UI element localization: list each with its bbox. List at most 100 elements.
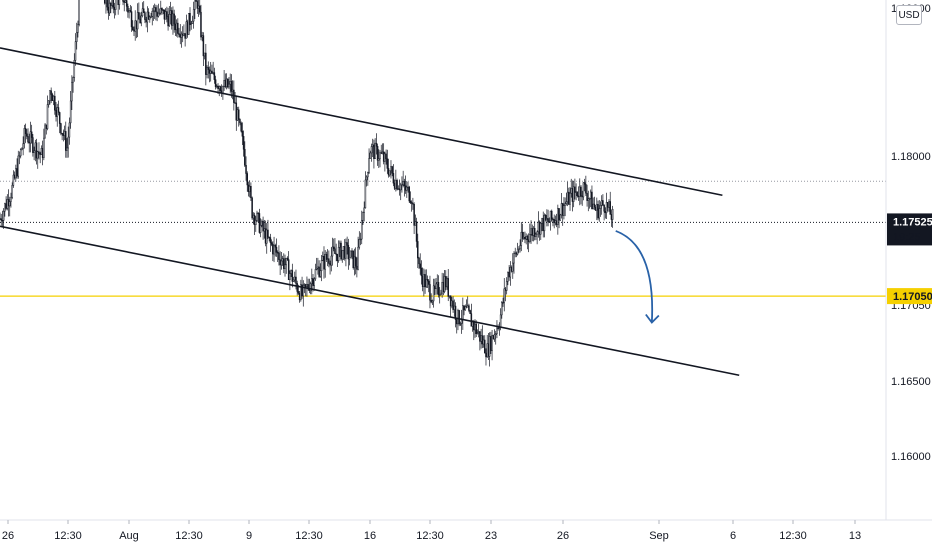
candle xyxy=(142,1,145,13)
candle xyxy=(122,0,124,6)
candle-body xyxy=(328,258,330,264)
candle-body xyxy=(219,86,222,91)
candle xyxy=(581,190,583,206)
currency-badge[interactable]: USD xyxy=(896,5,922,25)
candle xyxy=(276,250,279,263)
candle xyxy=(52,95,55,106)
candle-body xyxy=(213,72,216,80)
candle xyxy=(451,296,453,309)
candle xyxy=(426,275,429,288)
candle xyxy=(8,196,11,217)
candle-body xyxy=(576,191,579,197)
candle-body xyxy=(319,270,322,277)
candle xyxy=(350,250,352,258)
candle xyxy=(535,232,537,241)
candle xyxy=(162,9,164,15)
candle xyxy=(434,278,436,295)
candle-body xyxy=(45,124,48,129)
price-axis[interactable]: 1.180001.175001.170501.165001.160001.190… xyxy=(885,0,931,520)
candle xyxy=(41,140,44,166)
candle xyxy=(417,233,419,269)
candle xyxy=(170,7,173,30)
candle xyxy=(331,237,334,266)
candle-body xyxy=(278,252,280,260)
candle-body xyxy=(470,313,473,327)
candle xyxy=(281,255,284,266)
trend-channel[interactable] xyxy=(0,47,740,377)
candle xyxy=(166,6,168,23)
candle xyxy=(75,22,78,50)
candle-body xyxy=(206,67,208,75)
candle xyxy=(522,231,525,240)
y-tick-label: 1.18000 xyxy=(891,151,931,163)
candle xyxy=(262,216,264,240)
candle-body xyxy=(362,212,364,221)
candle xyxy=(208,66,211,83)
candle xyxy=(410,200,413,212)
candle-body xyxy=(574,186,576,193)
candle xyxy=(78,0,80,27)
candle xyxy=(337,240,340,263)
candle xyxy=(289,270,291,291)
candle-body xyxy=(587,198,590,201)
candle-body xyxy=(535,233,537,237)
candle-body xyxy=(341,250,344,260)
support-price-tag-bg xyxy=(887,288,932,305)
candle xyxy=(407,181,409,193)
candle-body xyxy=(593,203,596,208)
candle-body xyxy=(26,133,28,137)
candle-body xyxy=(174,23,177,31)
forecast-arrow[interactable] xyxy=(615,230,660,324)
candle-body xyxy=(111,0,113,6)
candle xyxy=(180,31,183,48)
candle-body xyxy=(381,151,384,154)
candle-body xyxy=(10,197,12,202)
candle xyxy=(414,214,417,226)
candle xyxy=(57,100,60,116)
candle-body xyxy=(468,305,470,311)
candle-body xyxy=(317,266,319,269)
candle-body xyxy=(610,214,613,220)
candle xyxy=(2,208,5,229)
candle-body xyxy=(440,292,442,295)
candle-body xyxy=(395,180,397,189)
candle xyxy=(106,0,108,11)
candle xyxy=(484,335,486,354)
candle-body xyxy=(77,24,79,33)
candle xyxy=(343,239,346,261)
candle xyxy=(391,165,393,177)
candle xyxy=(229,73,231,94)
channel-lower-line xyxy=(0,225,740,377)
candle-body xyxy=(579,186,581,198)
candle-body xyxy=(529,234,531,242)
candle xyxy=(58,111,61,134)
candle xyxy=(200,4,202,41)
candle xyxy=(346,236,348,255)
candle xyxy=(188,13,190,35)
candle-body xyxy=(225,78,228,87)
candle xyxy=(71,75,73,110)
candle-body xyxy=(194,0,196,10)
candle xyxy=(507,271,509,286)
candle-body xyxy=(384,153,386,162)
candle xyxy=(475,320,477,338)
candle xyxy=(602,194,604,207)
candle xyxy=(296,280,298,296)
candle xyxy=(287,251,290,281)
candle xyxy=(273,236,275,263)
candle-body xyxy=(207,67,210,70)
candle-body xyxy=(563,205,565,216)
candle-body xyxy=(520,231,523,246)
candle xyxy=(214,75,217,90)
candle xyxy=(339,240,341,258)
candle xyxy=(10,192,12,208)
candle xyxy=(529,223,531,244)
candle xyxy=(251,196,253,220)
candle-body xyxy=(242,136,245,150)
candle-body xyxy=(185,21,188,39)
candle xyxy=(508,265,510,281)
candle xyxy=(314,263,317,281)
time-axis[interactable]: 26 12:30 Aug 12:30 9 12:30 16 12:30 23 26 Sep 6 12:3… xyxy=(0,519,932,542)
candle-body xyxy=(273,244,275,255)
